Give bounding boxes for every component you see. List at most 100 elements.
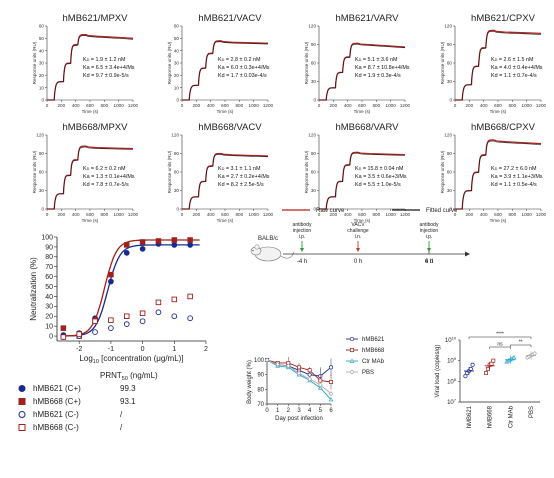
kd-subscript: D <box>87 58 90 62</box>
legend-row: hMB668 <box>346 347 385 354</box>
y-tick-label: 90 <box>257 373 264 379</box>
step-label-line2: challenge <box>347 228 369 234</box>
y-tick-label: 10 <box>39 85 45 90</box>
y-tick-exponent: 8 <box>454 377 457 382</box>
y-tick-label: 0 <box>49 333 53 340</box>
raw-curve <box>319 42 406 101</box>
x-tick-label: 0 <box>265 408 269 414</box>
y-tick-base: 10 <box>447 379 454 385</box>
x-tick-label: 5 <box>319 408 323 414</box>
kinetic-parameter: Kd = 1.9 ± 0.3e-4/s <box>355 73 401 79</box>
y-axis-label: Response units (RU) <box>167 150 172 193</box>
legend-marker <box>18 411 26 418</box>
data-point <box>187 237 193 243</box>
kinetic-parameter: Ka = 8.7 ± 10.8e+4/Ms <box>355 65 410 71</box>
x-tick-label: 200 <box>465 103 473 108</box>
kinetic-parameter: Ka = 6.5 ± 3.4e+4/Ms <box>83 65 135 71</box>
x-tick-label: 400 <box>480 212 488 217</box>
x-tick-label: 1000 <box>114 212 125 217</box>
step-label-line1: antibody <box>420 222 439 228</box>
kinetic-parameter: KD = 15.8 ± 0.04 nM <box>355 166 404 172</box>
fitted-curve <box>455 31 542 101</box>
x-tick-label: 800 <box>508 103 516 108</box>
x-tick-label: 2 <box>287 408 291 414</box>
data-point <box>328 397 334 402</box>
x-tick-label: 1000 <box>249 212 260 217</box>
data-point <box>155 238 162 244</box>
x-tick-label: -1 <box>108 346 114 353</box>
x-tick-label: 0 <box>46 212 49 217</box>
y-axis-label: Response units (RU) <box>304 150 309 193</box>
kinetic-parameter: Kd = 5.5 ± 1.0e-5/s <box>355 182 401 188</box>
legend-label: hMB621 (C+) <box>33 384 81 393</box>
x-tick-label: 2 <box>204 346 208 353</box>
x-axis-label: Time (s) <box>490 218 507 223</box>
x-tick-label: 6 <box>329 408 333 414</box>
x-tick-label: 1000 <box>386 212 397 217</box>
legend-row: hMB668 (C+) 93.1 <box>18 397 136 406</box>
x-tick-label: 0 <box>181 103 184 108</box>
kd-value: = 6.2 ± 0.2 nM <box>89 166 126 172</box>
kd-subscript: D <box>87 167 90 171</box>
panel-title: hMB621/VACV <box>198 13 262 24</box>
data-point <box>485 366 490 371</box>
x-tick-label: 0 <box>46 103 49 108</box>
x-tick-label: 800 <box>372 103 380 108</box>
y-tick-label: 0 <box>449 207 452 212</box>
y-tick-label: 30 <box>45 304 53 311</box>
data-point <box>171 242 178 248</box>
x-tick-label: 0 <box>454 103 457 108</box>
x-tick-label: 600 <box>86 212 94 217</box>
x-tick-label: 1000 <box>114 103 125 108</box>
y-tick-label: 40 <box>45 294 53 301</box>
y-tick-label: 20 <box>45 314 53 321</box>
step-label-line1: VACV <box>351 222 365 228</box>
significance-label: ** <box>519 340 523 346</box>
legend-marker <box>349 369 355 375</box>
kd-symbol: K <box>355 57 359 63</box>
kinetic-parameter: Ka = 6.0 ± 0.3e+4/Ms <box>218 65 270 71</box>
body-weight-chart: 70 80 90 100 0 1 2 3 4 5 6 Day post infection Body w… <box>247 336 385 422</box>
y-tick-label: 40 <box>174 48 180 53</box>
y-tick-label: 70 <box>45 264 53 271</box>
y-tick-exponent: 7 <box>454 398 457 403</box>
kinetic-parameter: Ka = 2.7 ± 0.2e+4/Ms <box>218 174 270 180</box>
y-tick-label: 60 <box>174 24 180 29</box>
y-tick-exponent: 9 <box>454 356 457 361</box>
y-tick-label: 90 <box>311 42 317 47</box>
kinetic-parameter: KD = 27.2 ± 6.0 nM <box>491 166 537 172</box>
y-tick-label: 120 <box>36 133 44 138</box>
x-tick-label: 1200 <box>128 212 139 217</box>
y-tick-label: 90 <box>45 244 53 251</box>
y-tick-label: 100 <box>41 234 53 241</box>
data-point <box>328 365 334 370</box>
y-tick-label: 30 <box>39 188 45 193</box>
step-label-line2: injection <box>420 228 439 234</box>
legend-label: hMB668 (C-) <box>33 423 79 432</box>
x-label-unit: [concentration (μg/mL)] <box>99 354 184 363</box>
x-tick-label: 400 <box>72 103 80 108</box>
legend-row: hMB621 (C+) 99.3 <box>18 384 136 393</box>
x-tick-label: 3 <box>297 408 301 414</box>
y-tick-label: 1010 <box>445 336 457 345</box>
step-arrowhead <box>300 248 304 252</box>
x-tick-label: 800 <box>100 103 108 108</box>
prnt-title-subscript: 50 <box>122 376 128 382</box>
step-label-line3: i.p. <box>426 234 433 240</box>
data-point <box>92 318 98 324</box>
group-pbs: PBS <box>525 351 537 418</box>
panel-title: hMB621/CPXV <box>471 13 536 24</box>
x-tick-label: 800 <box>100 212 108 217</box>
y-tick-label: 90 <box>447 42 453 47</box>
category-label: Ctr MAb <box>508 405 514 428</box>
y-tick-label: 10 <box>45 324 53 331</box>
step-label-line3: i.n. <box>355 234 362 240</box>
data-point <box>511 355 517 360</box>
y-tick-label: 60 <box>39 24 45 29</box>
end-time-label: 6 d <box>425 259 433 265</box>
data-point <box>484 371 489 376</box>
